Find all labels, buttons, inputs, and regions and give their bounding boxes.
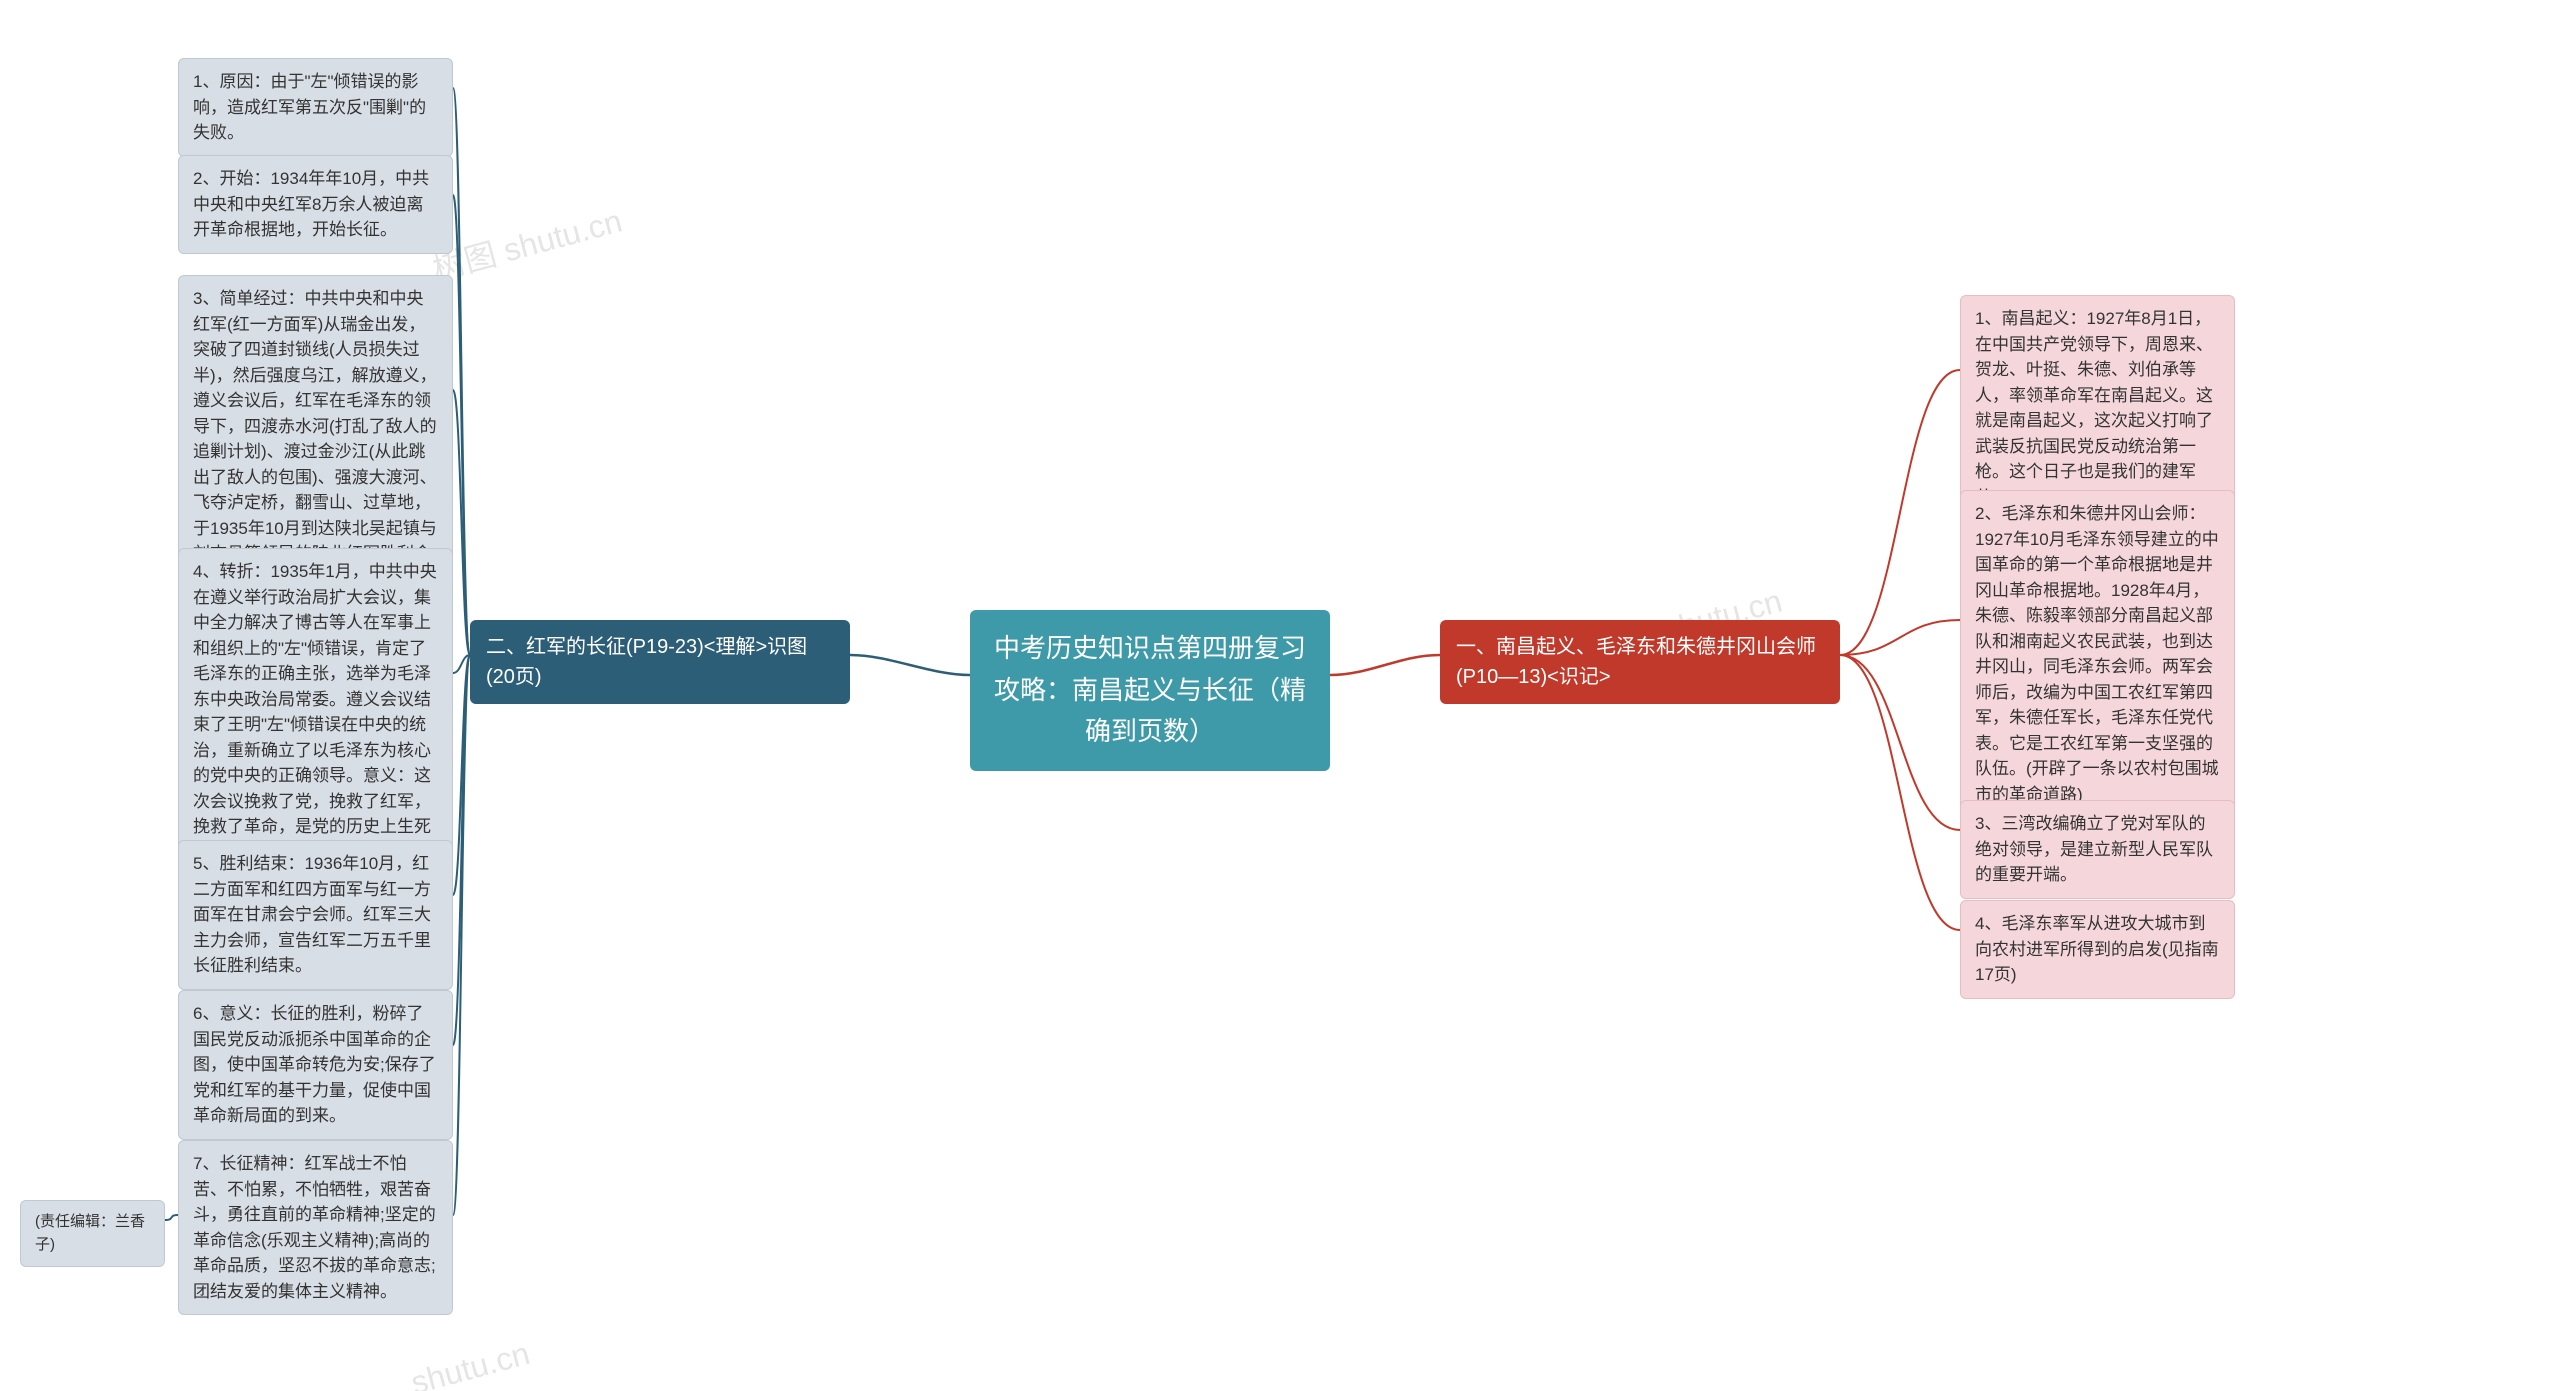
left-leaf-7: 7、长征精神：红军战士不怕苦、不怕累，不怕牺牲，艰苦奋斗，勇往直前的革命精神;坚… [178,1140,453,1315]
right-leaf-4: 4、毛泽东率军从进攻大城市到向农村进军所得到的启发(见指南17页) [1960,900,2235,999]
right-leaf-1: 1、南昌起义：1927年8月1日，在中国共产党领导下，周恩来、贺龙、叶挺、朱德、… [1960,295,2235,521]
right-leaf-2: 2、毛泽东和朱德井冈山会师：1927年10月毛泽东领导建立的中国革命的第一个革命… [1960,490,2235,818]
left-branch-node: 二、红军的长征(P19-23)<理解>识图(20页) [470,620,850,704]
right-leaf-3: 3、三湾改编确立了党对军队的绝对领导，是建立新型人民军队的重要开端。 [1960,800,2235,899]
left-leaf-7-sub: (责任编辑：兰香子) [20,1200,165,1267]
left-leaf-1: 1、原因：由于"左"倾错误的影响，造成红军第五次反"围剿"的失败。 [178,58,453,157]
center-node: 中考历史知识点第四册复习攻略：南昌起义与长征（精确到页数） [970,610,1330,771]
left-leaf-5: 5、胜利结束：1936年10月，红二方面军和红四方面军与红一方面军在甘肃会宁会师… [178,840,453,990]
left-leaf-6: 6、意义：长征的胜利，粉碎了国民党反动派扼杀中国革命的企图，使中国革命转危为安;… [178,990,453,1140]
right-branch-node: 一、南昌起义、毛泽东和朱德井冈山会师(P10—13)<识记> [1440,620,1840,704]
left-leaf-2: 2、开始：1934年年10月，中共中央和中央红军8万余人被迫离开革命根据地，开始… [178,155,453,254]
left-leaf-4: 4、转折：1935年1月，中共中央在遵义举行政治局扩大会议，集中全力解决了博古等… [178,548,453,876]
